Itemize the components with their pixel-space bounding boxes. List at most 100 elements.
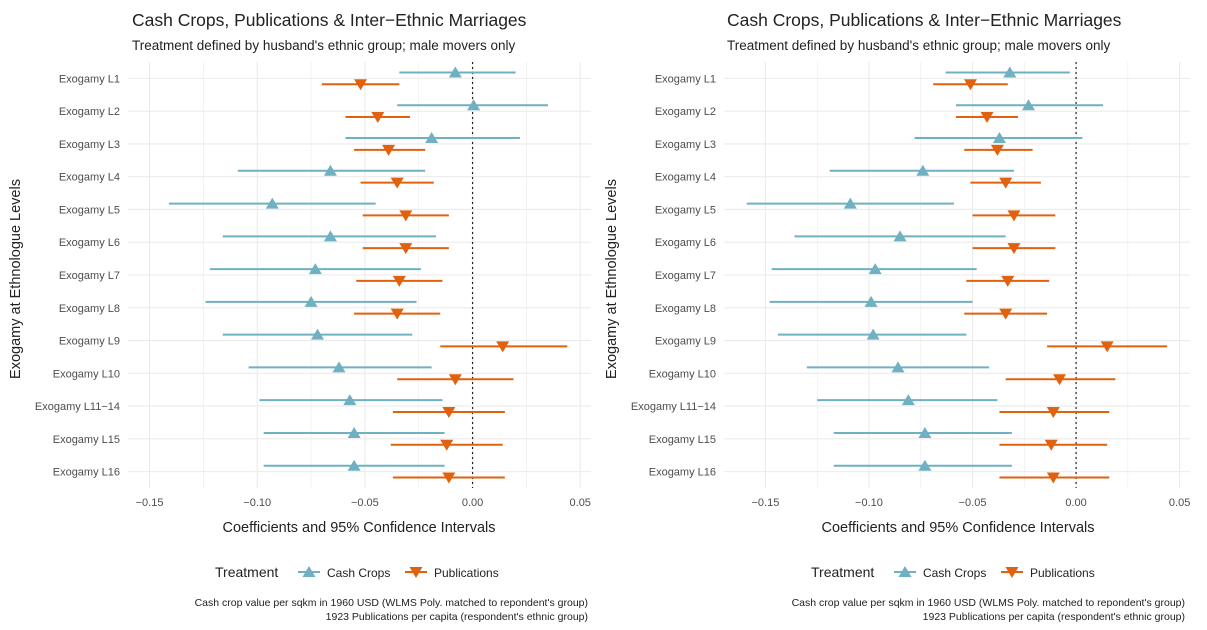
point-publications xyxy=(442,406,456,418)
y-axis-label: Exogamy at Ethnologue Levels xyxy=(8,179,24,379)
y-tick-label: Exogamy L4 xyxy=(655,172,716,184)
point-cash-crops xyxy=(332,361,346,373)
point-publications xyxy=(442,472,456,484)
legend: Treatment Cash Crops Publications xyxy=(811,564,1095,580)
y-tick-label: Exogamy L5 xyxy=(59,204,120,216)
legend: Treatment Cash Crops Publications xyxy=(215,564,499,580)
point-publications xyxy=(496,341,510,353)
point-publications xyxy=(1046,472,1060,484)
caption-line-2: 1923 Publications per capita (respondent… xyxy=(923,611,1185,623)
point-cash-crops xyxy=(265,197,279,209)
legend-key-publications-icon xyxy=(1005,567,1019,578)
point-cash-crops xyxy=(918,426,932,438)
plot-area: Exogamy L1 Exogamy L2 Exogamy L3 Exogamy L4… xyxy=(35,62,591,509)
point-cash-crops xyxy=(308,263,322,275)
legend-label-cash-crops: Cash Crops xyxy=(327,566,390,580)
legend-label-cash-crops: Cash Crops xyxy=(923,566,986,580)
point-cash-crops xyxy=(323,230,337,242)
y-tick-label: Exogamy L6 xyxy=(59,237,120,249)
point-publications xyxy=(1053,374,1067,386)
point-cash-crops xyxy=(866,328,880,340)
y-tick-label: Exogamy L10 xyxy=(649,368,716,380)
point-publications xyxy=(1007,210,1021,222)
chart-panel-right: Cash Crops, Publications & Inter−Ethnic … xyxy=(604,10,1190,623)
x-tick-label: 0.05 xyxy=(1169,497,1190,509)
point-cash-crops xyxy=(916,164,930,176)
y-tick-label: Exogamy L10 xyxy=(53,368,120,380)
point-publications xyxy=(392,275,406,287)
point-publications xyxy=(390,177,404,189)
legend-title: Treatment xyxy=(215,564,278,580)
point-publications xyxy=(354,79,368,91)
y-axis-label: Exogamy at Ethnologue Levels xyxy=(604,179,620,379)
y-tick-label: Exogamy L3 xyxy=(655,139,716,151)
y-tick-label: Exogamy L16 xyxy=(649,467,716,479)
legend-key-cash-crops-icon xyxy=(898,566,912,577)
point-publications xyxy=(448,374,462,386)
y-tick-label: Exogamy L16 xyxy=(53,467,120,479)
x-tick-label: 0.00 xyxy=(462,497,483,509)
legend-label-publications: Publications xyxy=(434,566,499,580)
y-tick-label: Exogamy L4 xyxy=(59,172,120,184)
y-tick-label: Exogamy L9 xyxy=(59,336,120,348)
y-tick-label: Exogamy L15 xyxy=(649,434,716,446)
point-cash-crops xyxy=(893,230,907,242)
chart-subtitle: Treatment defined by husband's ethnic gr… xyxy=(727,38,1111,53)
point-cash-crops xyxy=(448,66,462,78)
point-publications xyxy=(990,144,1004,156)
point-publications xyxy=(980,112,994,124)
y-tick-label: Exogamy L1 xyxy=(655,73,716,85)
y-tick-label: Exogamy L9 xyxy=(655,336,716,348)
point-cash-crops xyxy=(311,328,325,340)
point-cash-crops xyxy=(1021,99,1035,111)
point-cash-crops xyxy=(868,263,882,275)
caption-line-2: 1923 Publications per capita (respondent… xyxy=(326,611,588,623)
point-cash-crops xyxy=(347,426,361,438)
caption-line-1: Cash crop value per sqkm in 1960 USD (WL… xyxy=(195,597,588,609)
x-tick-label: −0.10 xyxy=(243,497,271,509)
plot-area: Exogamy L1 Exogamy L2 Exogamy L3 Exogamy L4… xyxy=(631,62,1190,509)
x-tick-label: −0.15 xyxy=(136,497,164,509)
y-tick-label: Exogamy L2 xyxy=(59,106,120,118)
legend-key-cash-crops-icon xyxy=(302,566,316,577)
point-publications xyxy=(399,210,413,222)
point-publications xyxy=(1001,275,1015,287)
point-cash-crops xyxy=(347,459,361,471)
point-cash-crops xyxy=(1003,66,1017,78)
point-cash-crops xyxy=(843,197,857,209)
y-tick-label: Exogamy L7 xyxy=(655,270,716,282)
point-publications xyxy=(1046,406,1060,418)
x-tick-label: −0.05 xyxy=(959,497,987,509)
point-cash-crops xyxy=(992,132,1006,144)
x-tick-label: 0.00 xyxy=(1065,497,1086,509)
point-cash-crops xyxy=(343,394,357,406)
y-tick-label: Exogamy L1 xyxy=(59,73,120,85)
y-tick-label: Exogamy L2 xyxy=(655,106,716,118)
chart-title: Cash Crops, Publications & Inter−Ethnic … xyxy=(132,10,527,30)
point-cash-crops xyxy=(901,394,915,406)
point-publications xyxy=(390,308,404,320)
x-axis-label: Coefficients and 95% Confidence Interval… xyxy=(223,520,496,536)
chart-title: Cash Crops, Publications & Inter−Ethnic … xyxy=(727,10,1122,30)
chart-subtitle: Treatment defined by husband's ethnic gr… xyxy=(132,38,516,53)
caption-line-1: Cash crop value per sqkm in 1960 USD (WL… xyxy=(792,597,1185,609)
y-tick-label: Exogamy L3 xyxy=(59,139,120,151)
point-publications xyxy=(963,79,977,91)
point-publications xyxy=(371,112,385,124)
y-tick-label: Exogamy L15 xyxy=(53,434,120,446)
y-tick-label: Exogamy L11−14 xyxy=(631,401,716,413)
y-tick-label: Exogamy L11−14 xyxy=(35,401,120,413)
x-tick-label: −0.10 xyxy=(855,497,883,509)
point-publications xyxy=(1100,341,1114,353)
legend-label-publications: Publications xyxy=(1030,566,1095,580)
legend-title: Treatment xyxy=(811,564,874,580)
y-tick-label: Exogamy L5 xyxy=(655,204,716,216)
point-publications xyxy=(382,144,396,156)
point-cash-crops xyxy=(891,361,905,373)
point-cash-crops xyxy=(918,459,932,471)
point-publications xyxy=(399,243,413,255)
legend-key-publications-icon xyxy=(409,567,423,578)
y-tick-label: Exogamy L8 xyxy=(655,303,716,315)
point-publications xyxy=(440,439,454,451)
